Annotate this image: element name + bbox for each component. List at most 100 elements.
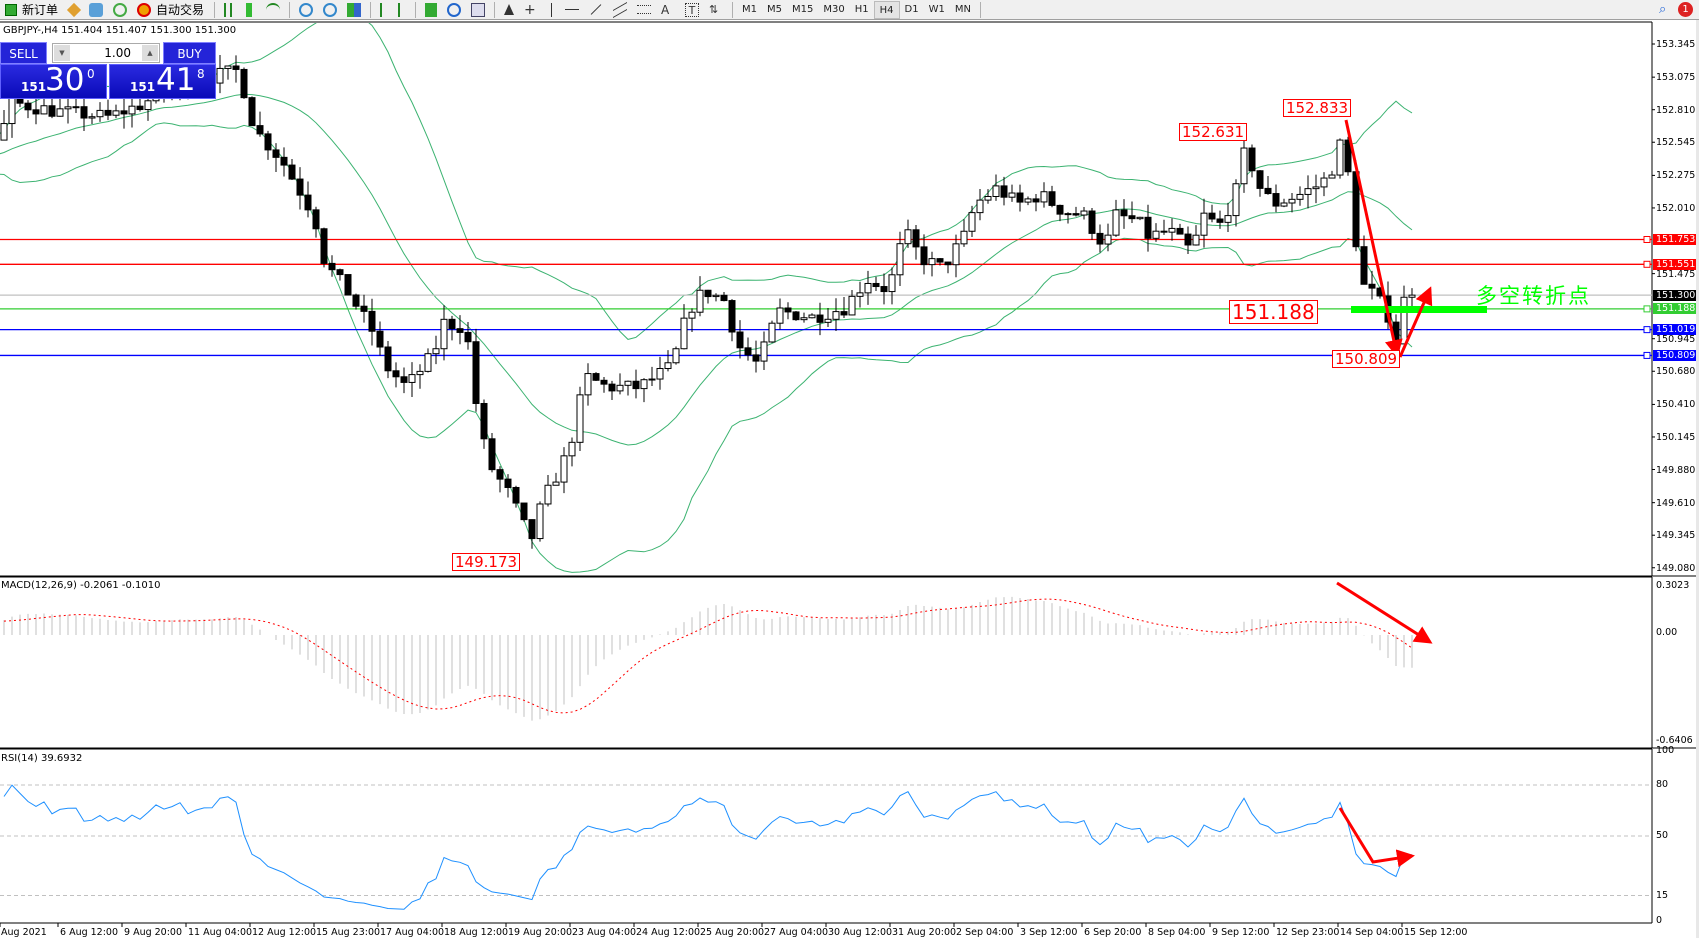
auto-trading-icon[interactable] xyxy=(137,2,152,17)
price-chart[interactable] xyxy=(0,0,1699,580)
price-line-handle xyxy=(1643,235,1651,243)
price-tick-label: 149.610 xyxy=(1656,497,1696,509)
templates-icon[interactable] xyxy=(471,2,486,17)
text-icon[interactable]: A xyxy=(661,2,670,17)
candlestick-chart-icon[interactable] xyxy=(246,2,253,17)
lot-size-input[interactable]: 1.00 xyxy=(52,43,160,63)
text-label-icon[interactable]: T xyxy=(685,2,700,17)
window-edge xyxy=(1696,20,1699,938)
pivot-price-label[interactable]: 151.188 xyxy=(1229,300,1318,324)
candle xyxy=(1144,216,1152,239)
candle xyxy=(1352,171,1360,248)
timeframe-h4[interactable]: H4 xyxy=(873,0,900,19)
candle xyxy=(856,292,864,297)
cursor-icon[interactable] xyxy=(504,4,515,15)
candle xyxy=(40,105,48,115)
time-label: 30 Aug 12:00 xyxy=(828,927,893,938)
data-window-icon[interactable] xyxy=(89,2,104,17)
lot-decrease-icon[interactable]: ▼ xyxy=(54,45,70,61)
navigator-icon[interactable] xyxy=(113,2,128,17)
timeframe-d1[interactable]: D1 xyxy=(904,3,919,15)
lot-increase-icon[interactable]: ▲ xyxy=(142,45,158,61)
time-label: 15 Aug 23:00 xyxy=(316,927,381,938)
candle xyxy=(64,106,72,110)
swing-low-label[interactable]: 149.173 xyxy=(452,553,521,571)
separator xyxy=(494,1,496,18)
timeframe-w1[interactable]: W1 xyxy=(928,3,945,15)
candle xyxy=(480,402,488,440)
horizontal-line-icon[interactable] xyxy=(565,9,580,10)
indicators-icon[interactable] xyxy=(425,2,438,17)
previous-high-label[interactable]: 152.631 xyxy=(1179,123,1248,141)
timeframe-mn[interactable]: MN xyxy=(954,3,971,15)
candle xyxy=(1312,186,1320,190)
candle xyxy=(88,116,96,119)
chart-header: GBPJPY-,H4 151.404 151.407 151.300 151.3… xyxy=(3,25,237,36)
timeframe-m5[interactable]: M5 xyxy=(767,3,783,15)
sell-price[interactable]: 151 30 0 xyxy=(0,62,107,99)
auto-trading-button[interactable]: 自动交易 xyxy=(156,3,205,17)
candle xyxy=(976,199,984,214)
line-chart-icon[interactable] xyxy=(266,2,281,17)
timeframe-m15[interactable]: M15 xyxy=(792,3,814,15)
timeframe-m30[interactable]: M30 xyxy=(823,3,845,15)
candle xyxy=(1136,216,1144,220)
time-label: 17 Aug 04:00 xyxy=(380,927,445,938)
price-tick-label: 152.275 xyxy=(1656,170,1696,182)
periods-icon[interactable] xyxy=(447,2,462,17)
arrows-icon[interactable]: ⇅ xyxy=(709,2,719,16)
buy-price[interactable]: 151 41 8 xyxy=(109,62,216,99)
fibonacci-icon[interactable] xyxy=(637,5,652,14)
rsi-line xyxy=(3,784,1413,910)
candle xyxy=(920,246,928,266)
price-tick-label: 149.080 xyxy=(1656,562,1696,574)
candle xyxy=(240,68,248,99)
candle xyxy=(216,67,224,84)
candle xyxy=(1344,139,1352,173)
candle xyxy=(560,455,568,483)
sell-price-pips: 30 xyxy=(45,62,85,98)
candle xyxy=(1088,210,1096,234)
candle xyxy=(544,484,552,505)
price-line-label: 151.300 xyxy=(1653,289,1696,301)
buy-button[interactable]: BUY xyxy=(163,42,216,64)
candle xyxy=(720,294,728,302)
crosshair-icon[interactable]: + xyxy=(524,1,536,18)
price-tick-label: 149.880 xyxy=(1656,464,1696,476)
new-order-button[interactable]: 新订单 xyxy=(22,3,59,17)
price-line-label: 151.188 xyxy=(1653,303,1696,315)
time-label: 3 Sep 12:00 xyxy=(1020,927,1078,938)
search-icon[interactable]: ⌕ xyxy=(1659,1,1667,17)
tile-windows-icon[interactable] xyxy=(347,2,362,17)
candle xyxy=(272,149,280,158)
candle xyxy=(288,164,296,180)
sell-button[interactable]: SELL xyxy=(0,42,47,64)
notification-badge[interactable]: 1 xyxy=(1678,2,1693,17)
time-label: Aug 2021 xyxy=(1,927,47,938)
rsi-pane[interactable] xyxy=(0,748,1699,936)
candle xyxy=(440,318,448,350)
candle xyxy=(1008,192,1016,198)
zoom-out-icon[interactable] xyxy=(323,2,338,17)
zoom-in-icon[interactable] xyxy=(299,2,314,17)
candle xyxy=(1184,233,1192,246)
timeframe-m1[interactable]: M1 xyxy=(742,3,758,15)
auto-scroll-icon[interactable] xyxy=(380,2,388,17)
separator xyxy=(289,1,291,18)
candle xyxy=(888,274,896,293)
high-price-label[interactable]: 152.833 xyxy=(1283,99,1352,117)
candle xyxy=(680,317,688,350)
timeframe-h1[interactable]: H1 xyxy=(854,3,869,15)
candle xyxy=(1248,147,1256,172)
pivot-text[interactable]: 多空转折点 xyxy=(1476,284,1591,308)
time-label: 12 Sep 23:00 xyxy=(1276,927,1340,938)
chart-shift-icon[interactable] xyxy=(398,2,406,17)
vertical-line-icon[interactable] xyxy=(551,2,553,17)
candle xyxy=(1048,191,1056,206)
low-price-label[interactable]: 150.809 xyxy=(1332,350,1401,368)
macd-pane[interactable] xyxy=(0,575,1699,750)
candle xyxy=(536,503,544,540)
bar-chart-icon[interactable] xyxy=(224,2,233,17)
time-label: 19 Aug 20:00 xyxy=(508,927,573,938)
new-order-icon[interactable] xyxy=(5,3,17,16)
